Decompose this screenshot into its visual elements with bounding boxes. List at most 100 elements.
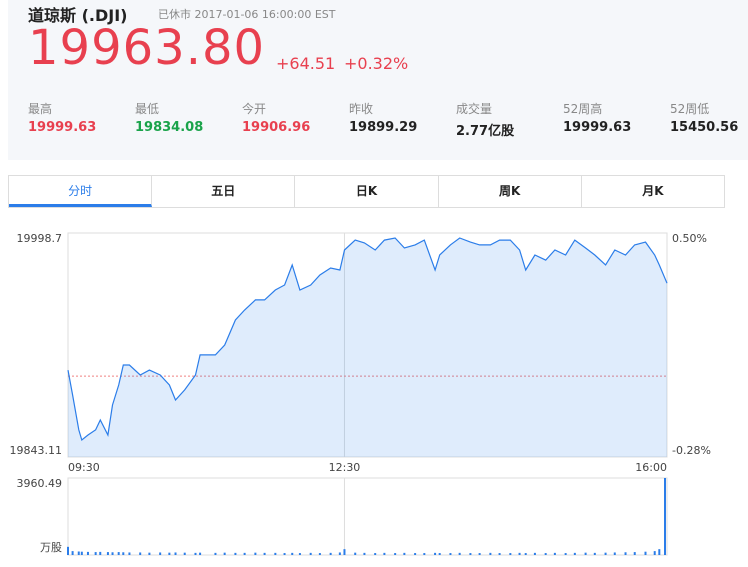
volume-bar bbox=[298, 553, 301, 555]
volume-bar bbox=[544, 553, 547, 555]
stat-value: 19834.08 bbox=[135, 120, 204, 135]
tab[interactable]: 周K bbox=[439, 176, 582, 207]
volume-bar bbox=[71, 551, 74, 555]
volume-bar bbox=[458, 552, 461, 555]
volume-bar bbox=[518, 552, 521, 555]
volume-bar bbox=[223, 552, 226, 555]
stat: 52周高 19999.63 bbox=[563, 100, 668, 135]
volume-bar bbox=[354, 552, 357, 555]
stat-label: 成交量 bbox=[456, 102, 493, 116]
volume-bar bbox=[593, 552, 596, 555]
volume-bar bbox=[263, 552, 266, 555]
volume-bar bbox=[338, 552, 341, 555]
volume-bar bbox=[509, 553, 512, 555]
change: +64.51 bbox=[276, 54, 336, 73]
volume-bar bbox=[94, 552, 97, 555]
volume-bar bbox=[309, 552, 312, 555]
volume-bar bbox=[183, 552, 186, 555]
volume-bar bbox=[653, 551, 656, 555]
volume-bar bbox=[644, 551, 647, 555]
volume-bar bbox=[624, 552, 627, 555]
volume-bar bbox=[243, 552, 246, 555]
x-tick-label: 09:30 bbox=[68, 461, 100, 474]
stat: 昨收 19899.29 bbox=[349, 100, 454, 135]
volume-bar bbox=[254, 552, 257, 555]
stat: 52周低 15450.56 bbox=[670, 100, 748, 135]
stat-value: 19999.63 bbox=[28, 120, 97, 135]
stat-label: 最高 bbox=[28, 102, 53, 116]
volume-bar bbox=[318, 553, 321, 555]
volume-bar bbox=[533, 552, 536, 555]
volume-bar bbox=[106, 552, 109, 555]
volume-bar bbox=[194, 552, 197, 555]
price-line bbox=[67, 237, 668, 442]
tab[interactable]: 月K bbox=[642, 184, 664, 198]
volume-bar bbox=[77, 551, 80, 555]
y-tick-label: 19998.7 bbox=[17, 232, 63, 245]
volume-bar bbox=[524, 553, 527, 555]
volume-bar bbox=[383, 552, 386, 555]
stat-label: 昨收 bbox=[349, 102, 374, 116]
stat-label: 最低 bbox=[135, 102, 160, 116]
volume-bar bbox=[584, 552, 587, 555]
stat-value: 19906.96 bbox=[242, 120, 311, 135]
x-tick-label: 12:30 bbox=[329, 461, 361, 474]
volume-bar bbox=[573, 552, 576, 555]
volume-bar bbox=[86, 551, 89, 555]
volume-bar bbox=[214, 552, 217, 555]
tab[interactable]: 日K bbox=[295, 176, 439, 207]
change-percent: +0.32% bbox=[344, 54, 409, 73]
stat-label: 今开 bbox=[242, 102, 267, 116]
volume-bar bbox=[664, 478, 666, 555]
volume-bar bbox=[489, 552, 492, 555]
volume-bar bbox=[498, 553, 501, 555]
volume-bar bbox=[438, 553, 441, 555]
volume-bar bbox=[80, 551, 83, 555]
volume-bar bbox=[469, 553, 472, 555]
volume-bar bbox=[128, 552, 131, 555]
stat-value: 19999.63 bbox=[563, 120, 632, 135]
stat-label: 52周高 bbox=[563, 102, 603, 116]
volume-bar bbox=[283, 553, 286, 555]
stat-value: 15450.56 bbox=[670, 120, 739, 135]
plot-frame bbox=[67, 477, 668, 556]
volume-bar bbox=[343, 549, 346, 555]
volume-bar bbox=[394, 553, 397, 555]
volume-bar bbox=[199, 552, 202, 555]
volume-bar bbox=[291, 552, 294, 555]
volume-bar bbox=[414, 553, 417, 555]
volume-bar bbox=[234, 552, 237, 555]
volume-bar bbox=[553, 552, 556, 555]
tab[interactable]: 五日 bbox=[152, 176, 296, 207]
y2-tick-label: 0.50% bbox=[672, 232, 707, 245]
x-tick-label: 16:00 bbox=[635, 461, 667, 474]
y2-tick-label: -0.28% bbox=[672, 444, 711, 457]
volume-bar bbox=[159, 552, 162, 555]
volume-bar bbox=[122, 552, 125, 555]
volume-bar bbox=[329, 552, 332, 555]
volume-bar bbox=[434, 552, 437, 555]
volume-bar bbox=[633, 552, 636, 555]
volume-bar bbox=[117, 552, 120, 555]
stat-value: 2.77亿股 bbox=[456, 124, 515, 139]
y-unit-label: 万股 bbox=[40, 541, 62, 554]
volume-bar bbox=[99, 551, 102, 555]
stat: 今开 19906.96 bbox=[242, 100, 347, 135]
tab[interactable]: 分时 bbox=[9, 176, 153, 207]
price-area bbox=[68, 238, 667, 457]
volume-bar bbox=[658, 549, 661, 555]
stat-value: 19899.29 bbox=[349, 120, 418, 135]
volume-bar bbox=[374, 553, 377, 555]
volume-bar bbox=[363, 552, 366, 555]
volume-bar bbox=[478, 553, 481, 555]
charts: 09:30 12:30 16:00 19843.11 19998.7 -0.28% 0.50… bbox=[10, 232, 711, 556]
y-tick-label: 19843.11 bbox=[10, 444, 63, 457]
stat: 成交量 2.77亿股 bbox=[456, 100, 561, 139]
volume-bar bbox=[403, 552, 406, 555]
volume-bar bbox=[449, 553, 452, 555]
period-tabs: 分时 五日 日K 周K 月K bbox=[8, 175, 725, 208]
quote-header: 道琼斯 (.DJI) 已休市 2017-01-06 16:00:00 EST 1… bbox=[8, 0, 748, 160]
last-price: 19963.80 bbox=[28, 20, 266, 76]
stat: 最高 19999.63 bbox=[28, 100, 133, 135]
